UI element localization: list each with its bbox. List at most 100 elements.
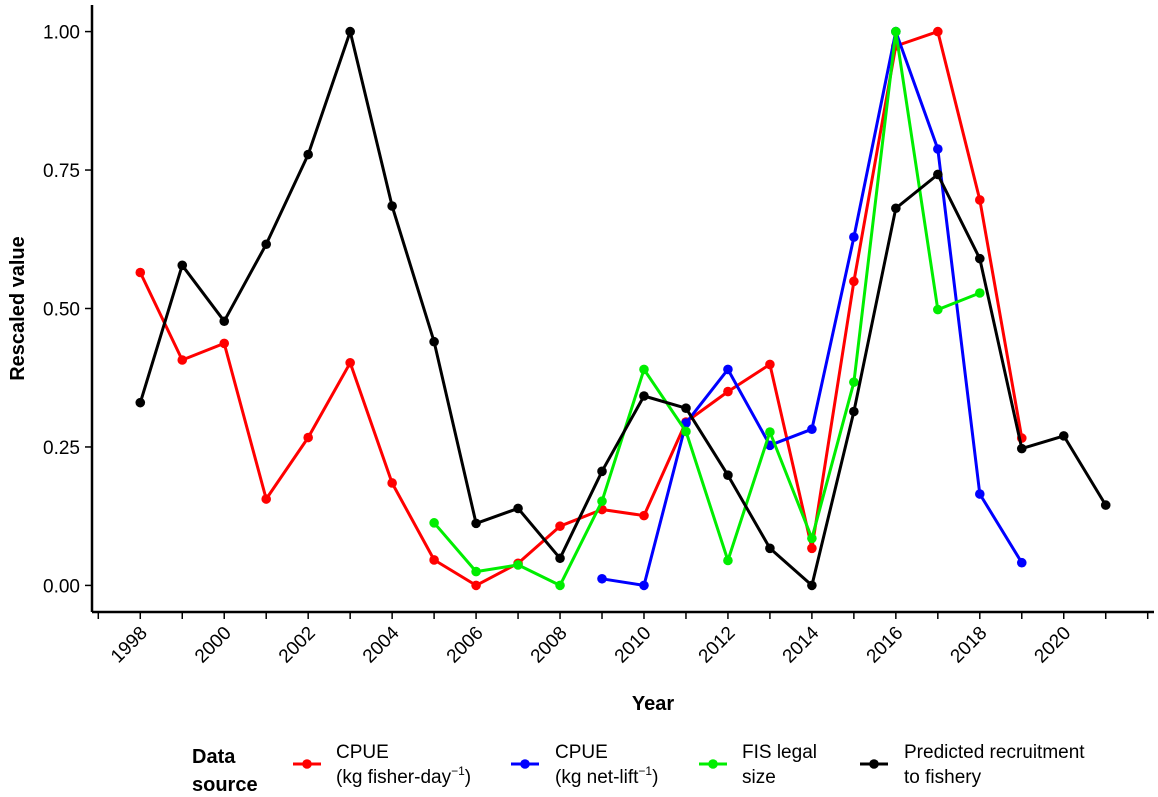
data-point bbox=[974, 288, 985, 298]
legend-label-line: size bbox=[742, 767, 776, 788]
data-point bbox=[974, 253, 985, 264]
data-point bbox=[429, 555, 439, 565]
data-point bbox=[723, 364, 733, 375]
data-point bbox=[807, 543, 817, 554]
data-point bbox=[597, 496, 607, 507]
data-point bbox=[471, 518, 481, 529]
legend-label-superscript: −1 bbox=[638, 764, 652, 778]
data-point bbox=[849, 377, 859, 387]
legend-key-point bbox=[708, 759, 718, 769]
data-point bbox=[723, 470, 733, 481]
x-tick-label: 2020 bbox=[1031, 623, 1076, 668]
legend-title: Data source bbox=[192, 746, 258, 796]
data-point bbox=[135, 267, 146, 278]
x-tick-label: 2010 bbox=[611, 623, 656, 668]
x-tick-label: 2000 bbox=[191, 623, 236, 668]
data-point bbox=[303, 432, 313, 443]
x-tick-label: 1998 bbox=[107, 623, 152, 668]
data-point bbox=[135, 397, 146, 408]
legend-title-line: Data bbox=[192, 746, 236, 768]
legend-label: CPUE (kg net-lift−1) bbox=[555, 742, 658, 788]
x-tick-label: 2002 bbox=[275, 623, 320, 668]
x-tick-label: 2006 bbox=[443, 623, 488, 668]
y-tick-label: 0.00 bbox=[43, 576, 80, 597]
series-line bbox=[138, 30, 1107, 587]
y-tick-label: 0.25 bbox=[43, 438, 80, 459]
legend-label-line: CPUE bbox=[555, 742, 608, 763]
data-point bbox=[219, 316, 230, 327]
data-point bbox=[639, 391, 649, 401]
data-point bbox=[345, 26, 355, 37]
data-point bbox=[933, 169, 943, 180]
x-tick-label: 2018 bbox=[947, 623, 992, 668]
data-point bbox=[765, 427, 775, 437]
data-point bbox=[345, 357, 355, 368]
data-point bbox=[723, 386, 733, 397]
legend-key-point bbox=[520, 759, 530, 769]
data-point bbox=[303, 149, 313, 160]
data-point bbox=[849, 232, 859, 242]
data-point bbox=[177, 260, 188, 271]
data-point bbox=[177, 355, 188, 365]
data-point bbox=[933, 304, 943, 315]
data-point bbox=[1058, 431, 1069, 441]
series-line bbox=[138, 30, 1024, 587]
legend-key-point bbox=[302, 759, 312, 769]
data-point bbox=[849, 406, 859, 417]
data-point bbox=[597, 466, 607, 477]
data-point bbox=[387, 478, 397, 488]
data-point bbox=[974, 195, 985, 205]
x-tick-label: 2014 bbox=[779, 622, 824, 667]
data-point bbox=[219, 338, 230, 349]
legend-label: CPUE (kg fisher-day−1) bbox=[336, 742, 471, 788]
legend-label-line: CPUE bbox=[336, 742, 389, 763]
series-1 bbox=[135, 26, 1027, 591]
legend-entry-2: CPUE (kg net-lift−1) bbox=[511, 742, 658, 788]
legend-label-line: Predicted recruitment bbox=[904, 742, 1085, 763]
data-point bbox=[639, 580, 649, 591]
series-2 bbox=[597, 26, 1027, 591]
legend-label-line: (kg fisher-day bbox=[336, 767, 452, 788]
data-point bbox=[555, 521, 565, 531]
data-point bbox=[807, 424, 817, 435]
x-axis-title: Year bbox=[632, 693, 674, 715]
data-point bbox=[765, 543, 775, 554]
legend-label-line: ) bbox=[465, 767, 471, 788]
data-point bbox=[1016, 443, 1027, 454]
legend-label-line: (kg net-lift bbox=[555, 767, 639, 788]
data-point bbox=[555, 553, 565, 564]
data-point bbox=[387, 201, 397, 211]
data-point bbox=[261, 494, 272, 504]
series-4 bbox=[135, 26, 1111, 591]
series-layer bbox=[135, 26, 1111, 591]
data-point bbox=[933, 144, 943, 154]
data-point bbox=[723, 555, 733, 566]
data-point bbox=[639, 510, 649, 521]
data-point bbox=[891, 26, 901, 37]
data-point bbox=[681, 403, 691, 413]
y-tick-label: 0.50 bbox=[43, 300, 80, 321]
data-point bbox=[933, 26, 943, 37]
legend-label-superscript: −1 bbox=[451, 764, 465, 778]
data-point bbox=[974, 489, 985, 499]
data-point bbox=[261, 239, 272, 250]
legend-key-point bbox=[869, 759, 879, 769]
data-point bbox=[765, 359, 775, 370]
legend-entry-3: FIS legal size bbox=[699, 742, 817, 788]
data-point bbox=[1100, 500, 1111, 510]
data-point bbox=[429, 518, 439, 528]
legend-label-line: ) bbox=[652, 767, 658, 788]
data-point bbox=[597, 573, 607, 584]
legend-title-line: source bbox=[192, 774, 258, 796]
data-point bbox=[891, 203, 901, 214]
series-line bbox=[432, 30, 981, 587]
y-tick-label: 1.00 bbox=[43, 23, 80, 44]
data-point bbox=[429, 336, 439, 347]
legend-label-line: to fishery bbox=[904, 767, 982, 788]
data-point bbox=[513, 503, 523, 514]
data-point bbox=[471, 566, 481, 577]
legend-label-line: FIS legal bbox=[742, 742, 817, 763]
y-tick-label: 0.75 bbox=[43, 161, 80, 182]
x-tick-label: 2008 bbox=[527, 623, 572, 668]
